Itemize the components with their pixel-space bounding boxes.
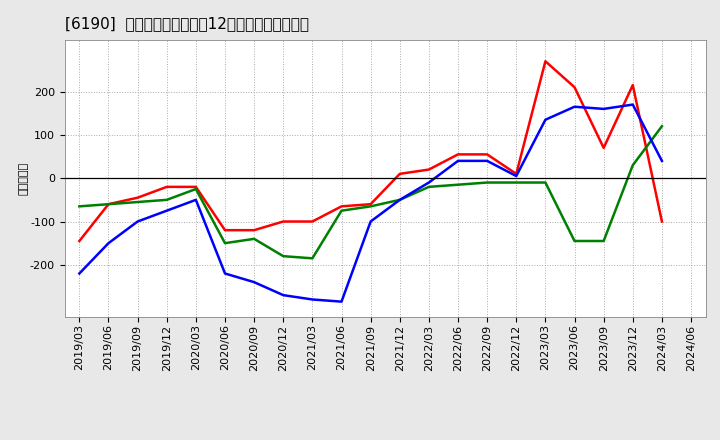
フリーCF [425, 180, 433, 185]
営業CF [104, 202, 113, 207]
フリーCF [279, 293, 287, 298]
フリーCF [657, 158, 666, 164]
フリーCF [570, 104, 579, 110]
フリーCF [133, 219, 142, 224]
営業CF [192, 184, 200, 190]
Line: 投資CF: 投資CF [79, 126, 662, 258]
フリーCF [395, 197, 404, 202]
フリーCF [104, 241, 113, 246]
営業CF [512, 171, 521, 176]
営業CF [250, 227, 258, 233]
フリーCF [454, 158, 462, 164]
Y-axis label: （百万円）: （百万円） [19, 161, 29, 195]
Text: [6190]  キャッシュフローの12か月移動合計の推移: [6190] キャッシュフローの12か月移動合計の推移 [65, 16, 309, 32]
フリーCF [220, 271, 229, 276]
営業CF [483, 152, 492, 157]
フリーCF [541, 117, 550, 122]
投資CF [250, 236, 258, 242]
フリーCF [250, 279, 258, 285]
フリーCF [337, 299, 346, 304]
Line: フリーCF: フリーCF [79, 105, 662, 302]
投資CF [657, 124, 666, 129]
フリーCF [629, 102, 637, 107]
営業CF [133, 195, 142, 200]
営業CF [337, 204, 346, 209]
投資CF [599, 238, 608, 244]
営業CF [541, 59, 550, 64]
営業CF [163, 184, 171, 190]
営業CF [425, 167, 433, 172]
投資CF [366, 204, 375, 209]
投資CF [425, 184, 433, 190]
営業CF [454, 152, 462, 157]
投資CF [163, 197, 171, 202]
投資CF [104, 202, 113, 207]
投資CF [133, 199, 142, 205]
フリーCF [483, 158, 492, 164]
営業CF [657, 219, 666, 224]
フリーCF [512, 173, 521, 179]
投資CF [483, 180, 492, 185]
営業CF [629, 82, 637, 88]
営業CF [308, 219, 317, 224]
投資CF [629, 162, 637, 168]
営業CF [395, 171, 404, 176]
投資CF [308, 256, 317, 261]
営業CF [570, 84, 579, 90]
投資CF [337, 208, 346, 213]
営業CF [220, 227, 229, 233]
投資CF [541, 180, 550, 185]
投資CF [454, 182, 462, 187]
フリーCF [75, 271, 84, 276]
投資CF [395, 197, 404, 202]
フリーCF [308, 297, 317, 302]
投資CF [279, 253, 287, 259]
フリーCF [163, 208, 171, 213]
投資CF [220, 241, 229, 246]
投資CF [570, 238, 579, 244]
営業CF [599, 145, 608, 150]
営業CF [279, 219, 287, 224]
営業CF [75, 238, 84, 244]
営業CF [366, 202, 375, 207]
投資CF [192, 187, 200, 192]
投資CF [512, 180, 521, 185]
Line: 営業CF: 営業CF [79, 61, 662, 241]
フリーCF [366, 219, 375, 224]
フリーCF [599, 106, 608, 111]
フリーCF [192, 197, 200, 202]
投資CF [75, 204, 84, 209]
